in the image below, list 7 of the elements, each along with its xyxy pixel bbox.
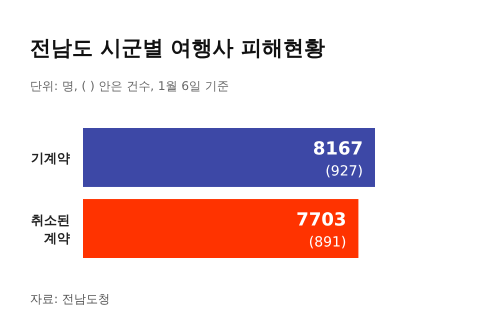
data-label: 7703 (891) [296,210,346,251]
y-tick-label: 기계약 [31,151,70,166]
text: 자료: 전남도청 [30,292,110,306]
y-tick-label: 취소된 계약 [31,214,70,247]
chart-title: 전남도 시군별 여행사 피해현황 [30,36,325,60]
chart-subtitle: 단위: 명, ( ) 안은 건수, 1월 6일 기준 [30,79,229,93]
data-label: 8167 (927) [312,138,363,180]
